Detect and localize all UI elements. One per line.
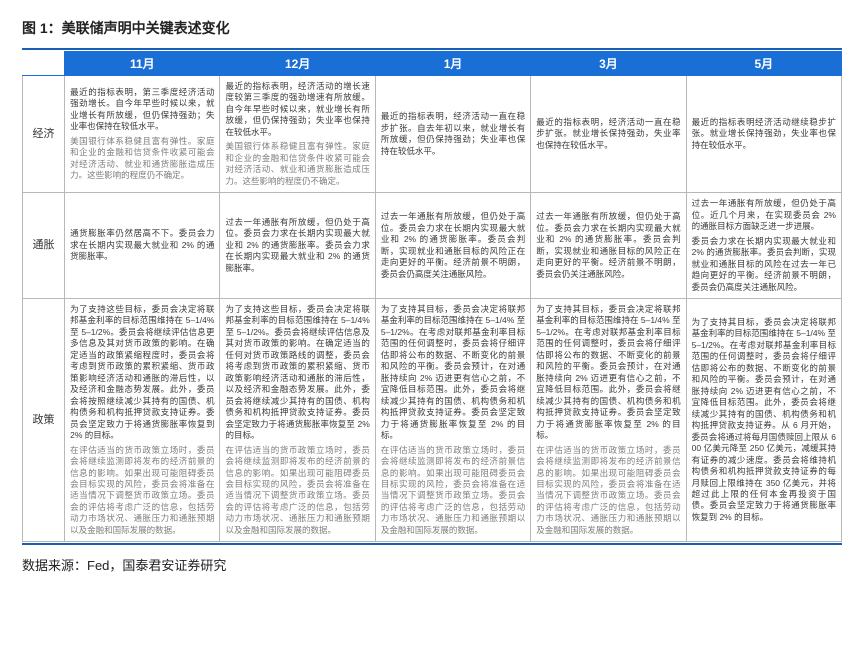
header-month: 5月	[686, 52, 841, 76]
cell-paragraph: 为了支持这些目标，委员会决定将联邦基金利率的目标范围维持在 5–1/4% 至 5…	[70, 304, 214, 442]
cell-paragraph: 在评估适当的货币政策立场时，委员会将继续监测即将发布的经济前景的信息的影响。如果…	[225, 445, 369, 537]
cell-paragraph: 最近的指标表明，经济活动一直在稳步扩张。就业增长保持强劲，失业率也保持在较低水平…	[536, 117, 680, 151]
data-source: 数据来源：Fed，国泰君安证券研究	[22, 555, 842, 574]
table-body: 经济最近的指标表明，第三季度经济活动强劲增长。自今年早些时候以来，就业增长有所放…	[23, 76, 842, 542]
statement-table: 11月 12月 1月 3月 5月 经济最近的指标表明，第三季度经济活动强劲增长。…	[22, 51, 842, 542]
cell-paragraph: 通货膨胀率仍然居高不下。委员会力求在长期内实现最大就业和 2% 的通货膨胀率。	[70, 228, 214, 262]
header-blank	[23, 52, 65, 76]
cell-paragraph: 在评估适当的货币政策立场时，委员会将继续监测即将发布的经济前景信息的影响。如果出…	[536, 445, 680, 537]
cell-paragraph: 在评估适当的货币政策立场时，委员会将继续监测即将发布的经济前景的信息的影响。如果…	[70, 445, 214, 537]
cell-paragraph: 为了支持这些目标，委员会决定将联邦基金利率的目标范围维持在 5–1/4% 至 5…	[225, 304, 369, 442]
table-head: 11月 12月 1月 3月 5月	[23, 52, 842, 76]
table-row: 政策为了支持这些目标，委员会决定将联邦基金利率的目标范围维持在 5–1/4% 至…	[23, 298, 842, 541]
table-cell: 为了支持这些目标，委员会决定将联邦基金利率的目标范围维持在 5–1/4% 至 5…	[220, 298, 375, 541]
cell-paragraph: 最近的指标表明，经济活动的增长速度较第三季度的强劲增速有所放缓。自今年早些时候以…	[225, 81, 369, 138]
cell-paragraph: 最近的指标表明，第三季度经济活动强劲增长。自今年早些时候以来，就业增长有所放缓，…	[70, 87, 214, 133]
cell-paragraph: 最近的指标表明，经济活动一直在稳步扩张。自去年初以来，就业增长有所放缓，但仍保持…	[381, 111, 525, 157]
table-cell: 过去一年通胀有所放缓，但仍处于高位。委员会力求在长期内实现最大就业和 2% 的通…	[531, 193, 686, 299]
table-cell: 过去一年通胀有所放缓，但仍处于高位。委员会力求在长期内实现最大就业和 2% 的通…	[220, 193, 375, 299]
cell-paragraph: 委员会力求在长期内实现最大就业和 2% 的通货膨胀率。委员会判断，实现就业和通胀…	[692, 236, 836, 293]
table-cell: 最近的指标表明，经济活动一直在稳步扩张。就业增长保持强劲，失业率也保持在较低水平…	[531, 76, 686, 193]
cell-paragraph: 最近的指标表明经济活动继续稳步扩张。就业增长保持强劲，失业率也保持在较低水平。	[692, 117, 836, 151]
row-label: 政策	[23, 298, 65, 541]
table-cell: 为了支持其目标，委员会决定将联邦基金利率的目标范围维持在 5–1/4% 至 5–…	[375, 298, 530, 541]
header-month: 11月	[65, 52, 220, 76]
table-cell: 为了支持其目标，委员会决定将联邦基金利率的目标范围维持在 5–1/4% 至 5–…	[686, 298, 841, 541]
header-month: 1月	[375, 52, 530, 76]
table-cell: 最近的指标表明，第三季度经济活动强劲增长。自今年早些时候以来，就业增长有所放缓，…	[65, 76, 220, 193]
cell-paragraph: 过去一年通胀有所放缓，但仍处于高位。委员会力求在长期内实现最大就业和 2% 的通…	[536, 211, 680, 280]
table-cell: 最近的指标表明，经济活动的增长速度较第三季度的强劲增速有所放缓。自今年早些时候以…	[220, 76, 375, 193]
row-label: 经济	[23, 76, 65, 193]
header-month: 3月	[531, 52, 686, 76]
figure-caption: 图 1：美联储声明中关键表述变化	[22, 18, 842, 38]
cell-paragraph: 为了支持其目标，委员会决定将联邦基金利率的目标范围维持在 5–1/4% 至 5–…	[381, 304, 525, 442]
header-month: 12月	[220, 52, 375, 76]
cell-paragraph: 过去一年通胀有所放缓，但仍处于高位。委员会力求在长期内实现最大就业和 2% 的通…	[225, 217, 369, 274]
row-label: 通胀	[23, 193, 65, 299]
table-cell: 为了支持其目标，委员会决定将联邦基金利率的目标范围维持在 5–1/4% 至 5–…	[531, 298, 686, 541]
table-cell: 最近的指标表明，经济活动一直在稳步扩张。自去年初以来，就业增长有所放缓，但仍保持…	[375, 76, 530, 193]
cell-paragraph: 美国银行体系稳健且富有弹性。家庭和企业的金融和信贷条件收紧可能会对经济活动、就业…	[225, 141, 369, 187]
table-cell: 为了支持这些目标，委员会决定将联邦基金利率的目标范围维持在 5–1/4% 至 5…	[65, 298, 220, 541]
table-row: 经济最近的指标表明，第三季度经济活动强劲增长。自今年早些时候以来，就业增长有所放…	[23, 76, 842, 193]
cell-paragraph: 为了支持其目标，委员会决定将联邦基金利率的目标范围维持在 5–1/4% 至 5–…	[536, 304, 680, 442]
table-cell: 过去一年通胀有所放缓，但仍处于高位。近几个月来，在实现委员会 2% 的通胀目标方…	[686, 193, 841, 299]
cell-paragraph: 过去一年通胀有所放缓，但仍处于高位。委员会力求在长期内实现最大就业和 2% 的通…	[381, 211, 525, 280]
table-cell: 过去一年通胀有所放缓，但仍处于高位。委员会力求在长期内实现最大就业和 2% 的通…	[375, 193, 530, 299]
page-root: 图 1：美联储声明中关键表述变化 11月 12月 1月 3月 5月 经济最近的指…	[0, 0, 864, 588]
cell-paragraph: 为了支持其目标，委员会决定将联邦基金利率的目标范围维持在 5–1/4% 至 5–…	[692, 317, 836, 523]
cell-paragraph: 在评估适当的货币政策立场时，委员会将继续监测即将发布的经济前景信息的影响。如果出…	[381, 445, 525, 537]
table-cell: 通货膨胀率仍然居高不下。委员会力求在长期内实现最大就业和 2% 的通货膨胀率。	[65, 193, 220, 299]
table-frame: 11月 12月 1月 3月 5月 经济最近的指标表明，第三季度经济活动强劲增长。…	[22, 48, 842, 545]
cell-paragraph: 美国银行体系稳健且富有弹性。家庭和企业的金融和信贷条件收紧可能会对经济活动、就业…	[70, 136, 214, 182]
table-cell: 最近的指标表明经济活动继续稳步扩张。就业增长保持强劲，失业率也保持在较低水平。	[686, 76, 841, 193]
table-row: 通胀通货膨胀率仍然居高不下。委员会力求在长期内实现最大就业和 2% 的通货膨胀率…	[23, 193, 842, 299]
cell-paragraph: 过去一年通胀有所放缓，但仍处于高位。近几个月来，在实现委员会 2% 的通胀目标方…	[692, 198, 836, 232]
